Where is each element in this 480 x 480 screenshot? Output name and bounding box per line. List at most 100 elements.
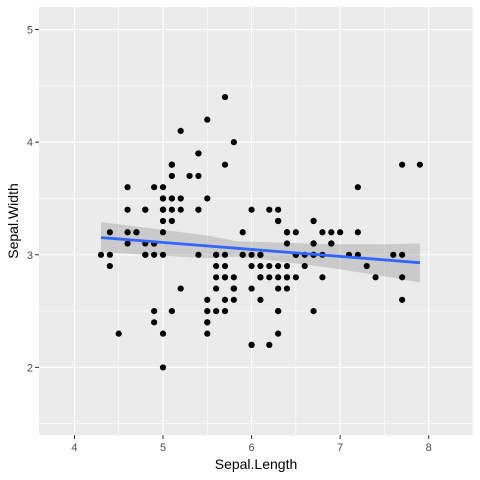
data-point [239, 229, 246, 236]
data-point [310, 308, 317, 315]
x-tick-label: 7 [337, 442, 343, 454]
data-point [168, 308, 175, 315]
data-point [266, 274, 273, 281]
y-tick-label: 2 [27, 362, 33, 374]
data-point [124, 240, 131, 247]
data-point [159, 229, 167, 236]
data-point [151, 319, 158, 326]
data-point [283, 240, 291, 247]
data-point [168, 217, 175, 225]
data-point [283, 262, 291, 270]
data-point [266, 341, 273, 348]
data-point [177, 127, 184, 134]
grid-major [39, 7, 473, 435]
points-layer [97, 94, 423, 371]
data-point [124, 229, 131, 236]
data-point [204, 116, 211, 123]
data-point [195, 206, 202, 213]
x-tick-label: 5 [160, 442, 166, 454]
data-point [354, 229, 361, 236]
data-point [372, 274, 379, 281]
data-point [248, 251, 255, 258]
data-point [275, 262, 282, 270]
data-point [168, 172, 175, 180]
data-point [328, 229, 335, 236]
data-point [204, 308, 211, 315]
data-point [239, 251, 246, 258]
data-point [213, 308, 220, 315]
fit-line-layer [100, 236, 420, 265]
data-point [213, 251, 220, 258]
data-point [133, 229, 140, 236]
data-point [177, 285, 184, 292]
data-point [151, 308, 158, 315]
y-tick-label: 5 [27, 25, 33, 37]
data-point [363, 262, 370, 270]
data-point [230, 274, 237, 281]
data-point [159, 195, 167, 202]
axes: 4 5 6 7 8 2 3 4 5 [27, 25, 432, 454]
data-point [248, 206, 255, 213]
data-point [115, 330, 122, 337]
data-point [354, 184, 361, 191]
data-point [195, 172, 202, 180]
data-point [310, 217, 317, 225]
data-point [275, 330, 282, 337]
x-axis-title: Sepal.Length [215, 456, 298, 472]
data-point [257, 251, 264, 258]
data-point [204, 319, 211, 326]
data-point [195, 150, 202, 157]
data-point [230, 285, 237, 292]
data-point [266, 262, 273, 270]
x-tick-label: 6 [249, 442, 255, 454]
data-point [319, 229, 326, 236]
data-point [292, 229, 299, 236]
data-point [221, 308, 229, 315]
data-point [142, 206, 149, 213]
data-point [159, 330, 167, 337]
data-point [248, 262, 255, 270]
data-point [221, 94, 229, 101]
y-tick-label: 3 [27, 250, 33, 262]
data-point [275, 217, 282, 225]
regression-line [100, 236, 420, 265]
data-point [310, 240, 317, 247]
data-point [159, 251, 167, 258]
data-point [399, 161, 406, 168]
grid-minor [39, 7, 474, 435]
data-point [275, 308, 282, 315]
data-point [177, 195, 184, 202]
data-point [221, 251, 229, 258]
data-point [151, 184, 158, 191]
data-point [97, 251, 105, 258]
data-point [283, 274, 291, 281]
data-point [257, 296, 264, 303]
data-point [248, 341, 255, 348]
data-point [159, 217, 167, 225]
data-point [283, 229, 291, 236]
data-point [168, 161, 175, 168]
data-point [319, 274, 326, 281]
data-point [106, 229, 113, 236]
data-point [106, 251, 113, 258]
data-point [221, 296, 229, 303]
data-point [159, 206, 167, 213]
x-tick-label: 8 [426, 442, 432, 454]
data-point [399, 274, 406, 281]
data-point [328, 240, 335, 247]
data-point [213, 285, 220, 292]
data-point [106, 262, 113, 270]
data-point [390, 251, 397, 258]
data-point [399, 296, 406, 303]
data-point [186, 172, 193, 180]
data-point [292, 274, 299, 281]
data-point [257, 274, 264, 281]
data-point [301, 262, 308, 270]
data-point [399, 251, 406, 258]
data-point [230, 139, 237, 146]
data-point [283, 285, 291, 292]
data-point [275, 285, 282, 292]
data-point [213, 262, 220, 270]
data-point [337, 229, 344, 236]
